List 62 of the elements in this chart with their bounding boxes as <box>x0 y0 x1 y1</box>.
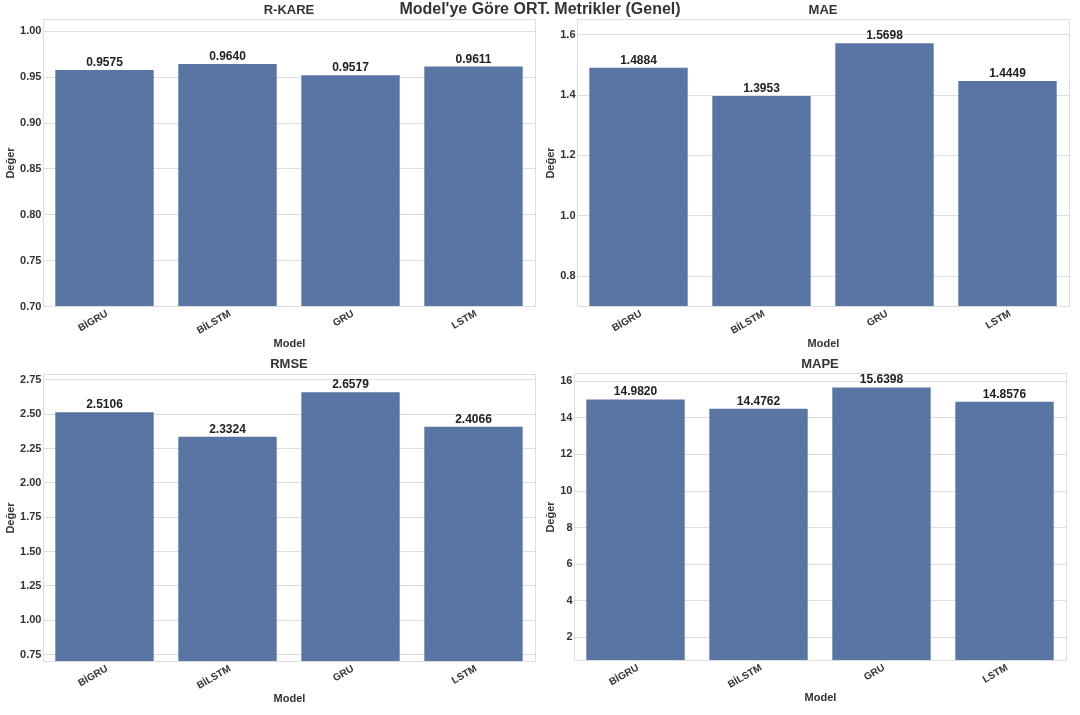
y-tick-label: 0.8 <box>560 269 576 282</box>
data-label: 2.4066 <box>455 411 493 426</box>
data-label: 1.4884 <box>620 52 658 67</box>
y-tick-label: 6 <box>566 557 573 570</box>
data-label: 2.3324 <box>209 421 247 436</box>
y-tick-label: 2.25 <box>20 441 42 454</box>
y-tick-label: 2.50 <box>20 407 42 420</box>
y-axis-title: Değer <box>4 501 17 534</box>
y-tick-label: 8 <box>566 520 573 533</box>
x-tick-label: GRU <box>864 307 890 329</box>
y-tick-label: 1.0 <box>560 208 576 221</box>
x-axis-title: Model <box>273 336 306 349</box>
y-tick-label: 0.85 <box>20 161 42 174</box>
y-tick-label: 0.80 <box>20 207 42 220</box>
x-tick-label: GRU <box>330 307 356 329</box>
x-tick-label: GRU <box>861 661 887 683</box>
data-label: 2.6579 <box>332 377 370 392</box>
y-tick-label: 14 <box>560 410 574 423</box>
y-tick-label: 1.4 <box>560 88 577 101</box>
y-tick-label: 1.00 <box>20 613 42 626</box>
y-tick-label: 1.25 <box>20 578 42 591</box>
y-tick-label: 0.90 <box>20 116 42 129</box>
y-tick-label: 0.95 <box>20 70 42 83</box>
chart-title: RMSE <box>270 356 309 372</box>
data-label: 14.8576 <box>982 386 1027 401</box>
chart-title: MAPE <box>801 356 840 371</box>
data-label: 14.4762 <box>736 393 781 408</box>
y-axis-title: Değer <box>544 146 557 179</box>
x-tick-label: GRU <box>330 662 356 684</box>
y-tick-label: 2.75 <box>20 372 42 385</box>
y-tick-label: 2 <box>566 630 573 643</box>
y-tick-label: 1.75 <box>20 510 42 523</box>
y-axis-title: Değer <box>4 146 17 179</box>
chart-title: R-KARE <box>263 2 315 17</box>
y-tick-label: 4 <box>566 593 574 606</box>
y-tick-label: 1.2 <box>560 148 576 161</box>
data-label: 0.9611 <box>455 51 492 66</box>
data-label: 2.5106 <box>86 397 124 412</box>
y-tick-label: 1.00 <box>20 24 42 37</box>
y-tick-label: 16 <box>560 374 573 387</box>
data-label: 1.4449 <box>989 65 1027 80</box>
data-label: 0.9517 <box>332 60 370 75</box>
text: Model'ye Göre ORT. Metrikler (Genel) <box>399 0 681 17</box>
data-label: 14.9820 <box>613 384 658 399</box>
data-label: 1.3953 <box>743 80 781 95</box>
y-tick-label: 2.00 <box>20 475 42 488</box>
x-axis-title: Model <box>273 691 306 704</box>
data-label: 0.9640 <box>209 48 247 63</box>
y-tick-label: 0.75 <box>20 253 42 266</box>
y-tick-label: 1.50 <box>20 544 42 557</box>
data-label: 1.5698 <box>866 28 904 43</box>
y-axis-title: Değer <box>544 500 557 533</box>
chart-title: MAE <box>808 2 838 17</box>
y-tick-label: 1.6 <box>560 27 576 40</box>
data-label: 0.9575 <box>86 54 124 69</box>
data-label: 15.6398 <box>859 372 904 387</box>
x-axis-title: Model <box>807 336 840 349</box>
x-axis-title: Model <box>804 690 837 703</box>
y-tick-label: 12 <box>560 447 573 460</box>
y-tick-label: 0.70 <box>20 299 42 312</box>
y-tick-label: 10 <box>560 484 573 497</box>
y-tick-label: 0.75 <box>20 647 42 660</box>
